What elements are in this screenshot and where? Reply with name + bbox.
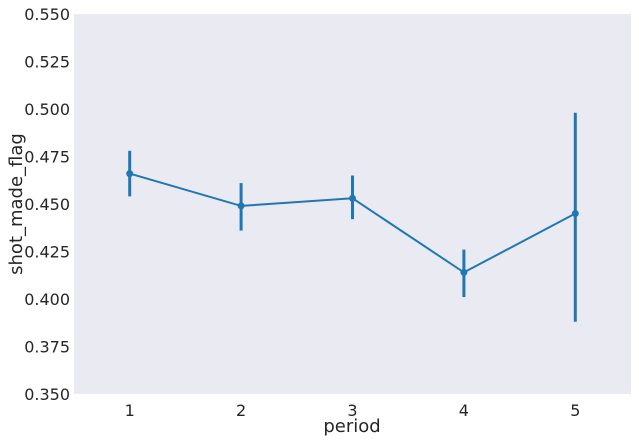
data-point	[126, 170, 134, 178]
data-point	[349, 194, 356, 202]
data-point	[571, 210, 579, 217]
y-axis-label: shot_made_flag	[6, 133, 27, 275]
data-point	[460, 268, 468, 276]
y-tick-label: 0.450	[24, 195, 70, 214]
y-tick-label: 0.375	[24, 338, 70, 357]
x-tick-label: 2	[236, 401, 246, 420]
data-points	[126, 170, 579, 276]
y-axis-ticks: 0.350 0.375 0.400 0.425 0.450 0.475 0.500 0.525…	[24, 5, 70, 404]
x-tick-label: 1	[125, 401, 135, 420]
y-tick-label: 0.525	[24, 53, 70, 72]
x-axis-label: period	[323, 416, 380, 437]
x-axis-ticks: 1 2 3 4 5	[125, 401, 581, 420]
data-point	[237, 202, 245, 210]
x-tick-label: 4	[459, 401, 469, 420]
y-tick-label: 0.550	[24, 5, 70, 24]
y-tick-label: 0.500	[24, 100, 70, 119]
y-tick-label: 0.425	[24, 243, 70, 262]
x-tick-label: 3	[347, 401, 357, 420]
y-tick-label: 0.400	[24, 290, 70, 309]
x-tick-label: 5	[570, 401, 580, 420]
y-tick-label: 0.475	[24, 148, 70, 167]
y-tick-label: 0.350	[24, 385, 70, 404]
